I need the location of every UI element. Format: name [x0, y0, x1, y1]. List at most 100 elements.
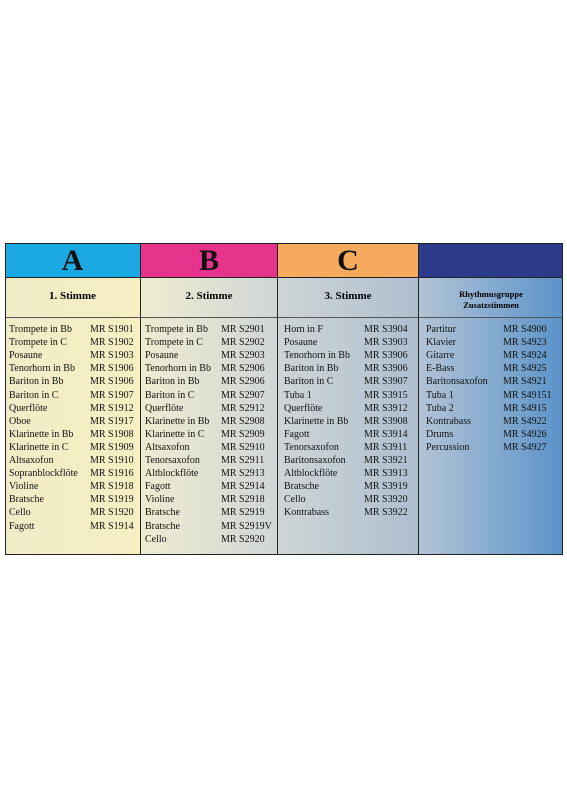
- instrument: Fagott: [9, 520, 35, 532]
- order-code: MR S3913: [364, 468, 408, 480]
- instrument: Klarinette in Bb: [9, 428, 74, 440]
- heading-line: 3. Stimme: [324, 290, 372, 302]
- column: C 3. Stimme Horn in F MR S3904 Posaune MR S39…: [277, 243, 418, 555]
- instrument: Bariton in C: [9, 389, 59, 401]
- column-letter: C: [278, 243, 418, 278]
- order-code: MR S49151: [503, 389, 552, 401]
- instrument: Altsaxofon: [145, 441, 190, 453]
- order-code: MR S1919: [90, 494, 134, 506]
- order-code: MR S4925: [503, 363, 547, 375]
- order-code: MR S3907: [364, 376, 408, 388]
- instrument: Tenorhorn in Bb: [284, 350, 350, 362]
- order-code: MR S2911: [221, 455, 265, 466]
- heading-line: 1. Stimme: [48, 290, 97, 302]
- order-code: MR S3906: [364, 363, 408, 375]
- order-code: MR S2909: [221, 428, 265, 440]
- column-letter: [419, 243, 563, 278]
- instrument: Bariton in Bb: [9, 376, 64, 388]
- instrument: Violine: [145, 494, 175, 506]
- column-letter: A: [5, 243, 140, 278]
- instrument: E-Bass: [426, 363, 455, 375]
- order-code: MR S3919: [364, 481, 408, 493]
- order-code: MR S2902: [221, 337, 265, 349]
- instrument: Bratsche: [284, 481, 319, 493]
- instrument: Fagott: [145, 481, 171, 493]
- column: B 2. Stimme Trompete in Bb MR S2901 Trompete…: [140, 243, 277, 555]
- order-code: MR S3904: [364, 324, 408, 335]
- order-code: MR S1902: [90, 337, 134, 349]
- order-code: MR S2919V: [221, 520, 272, 532]
- instrument: Klarinette in C: [9, 441, 69, 453]
- column: A 1. Stimme Trompete in Bb MR S1901 Trompete…: [5, 243, 140, 555]
- order-code: MR S4926: [503, 428, 547, 440]
- order-code: MR S4924: [503, 350, 547, 362]
- instrument: Trompete in C: [9, 337, 67, 349]
- instrument: Altsaxofon: [9, 455, 54, 466]
- heading-line: Rhythmusgruppe: [459, 289, 523, 299]
- instrument: Tuba 1: [284, 389, 312, 401]
- order-code: MR S4923: [503, 337, 547, 349]
- instrument: Klarinette in Bb: [145, 415, 210, 427]
- instrument: Tenorsaxofon: [145, 455, 200, 466]
- instrument: Bratsche: [145, 520, 180, 532]
- instrument: Bariton in Bb: [145, 376, 200, 388]
- order-code: MR S1903: [90, 350, 134, 362]
- instrument: Tenorsaxofon: [284, 441, 339, 453]
- instrument: Bariton in C: [145, 389, 195, 401]
- column-letter: B: [141, 243, 277, 278]
- instrument: Sopranblockflöte: [9, 468, 78, 480]
- column: Rhythmusgruppe Zusatzstimmen Partitur MR S4…: [418, 243, 563, 555]
- instrument: Gitarre: [426, 350, 455, 362]
- order-code: MR S1918: [90, 481, 134, 493]
- order-code: MR S4922: [503, 415, 547, 427]
- instrument: Baritonsaxofon: [426, 376, 488, 388]
- instrument: Drums: [426, 428, 454, 440]
- instrument: Trompete in C: [145, 337, 203, 349]
- instrument: Baritonsaxofon: [284, 455, 346, 466]
- column-heading: 2. Stimme: [141, 277, 277, 318]
- instrument: Querflöte: [9, 402, 48, 414]
- order-code: MR S2908: [221, 415, 265, 427]
- instrument: Bratsche: [145, 507, 180, 519]
- order-code: MR S2919: [221, 507, 265, 519]
- order-code: MR S1901: [90, 324, 134, 335]
- instrument: Altblockflöte: [284, 468, 338, 480]
- order-code: MR S2906: [221, 363, 265, 375]
- order-code: MR S2906: [221, 376, 265, 388]
- order-code: MR S2910: [221, 441, 265, 453]
- instrument: Fagott: [284, 428, 310, 440]
- order-code: MR S1910: [90, 455, 134, 466]
- order-code: MR S2907: [221, 389, 265, 401]
- instrument: Violine: [9, 481, 39, 493]
- instrument: Partitur: [426, 324, 456, 335]
- order-code: MR S1909: [90, 441, 134, 453]
- order-code: MR S2913: [221, 468, 265, 480]
- order-code: MR S4921: [503, 376, 547, 388]
- order-code: MR S3903: [364, 337, 408, 349]
- order-code: MR S2912: [221, 402, 265, 414]
- column-heading: Rhythmusgruppe Zusatzstimmen: [419, 277, 563, 318]
- order-code: MR S1917: [90, 415, 134, 427]
- instrument: Tuba 2: [426, 402, 454, 414]
- instrument: Tenorhorn in Bb: [9, 363, 75, 375]
- order-code: MR S3906: [364, 350, 408, 362]
- heading-line: Zusatzstimmen: [463, 300, 519, 310]
- instrument: Posaune: [284, 337, 318, 349]
- instrument: Klarinette in Bb: [284, 415, 349, 427]
- order-code: MR S3908: [364, 415, 408, 427]
- instrument: Altblockflöte: [145, 468, 199, 480]
- order-code: MR S3914: [364, 428, 408, 440]
- instrument: Trompete in Bb: [145, 324, 208, 335]
- order-code: MR S1912: [90, 402, 134, 414]
- table: [5, 243, 563, 555]
- order-code: MR S2901: [221, 324, 265, 335]
- instrument: Horn in F: [284, 324, 323, 335]
- instrument: Trompete in Bb: [9, 324, 72, 335]
- instrument: Cello: [9, 507, 31, 519]
- instrument: Kontrabass: [284, 507, 329, 519]
- instrument: Bariton in C: [284, 376, 334, 388]
- order-code: MR S3915: [364, 389, 408, 401]
- instrument: Tenorhorn in Bb: [145, 363, 211, 375]
- order-code: MR S4900: [503, 324, 547, 335]
